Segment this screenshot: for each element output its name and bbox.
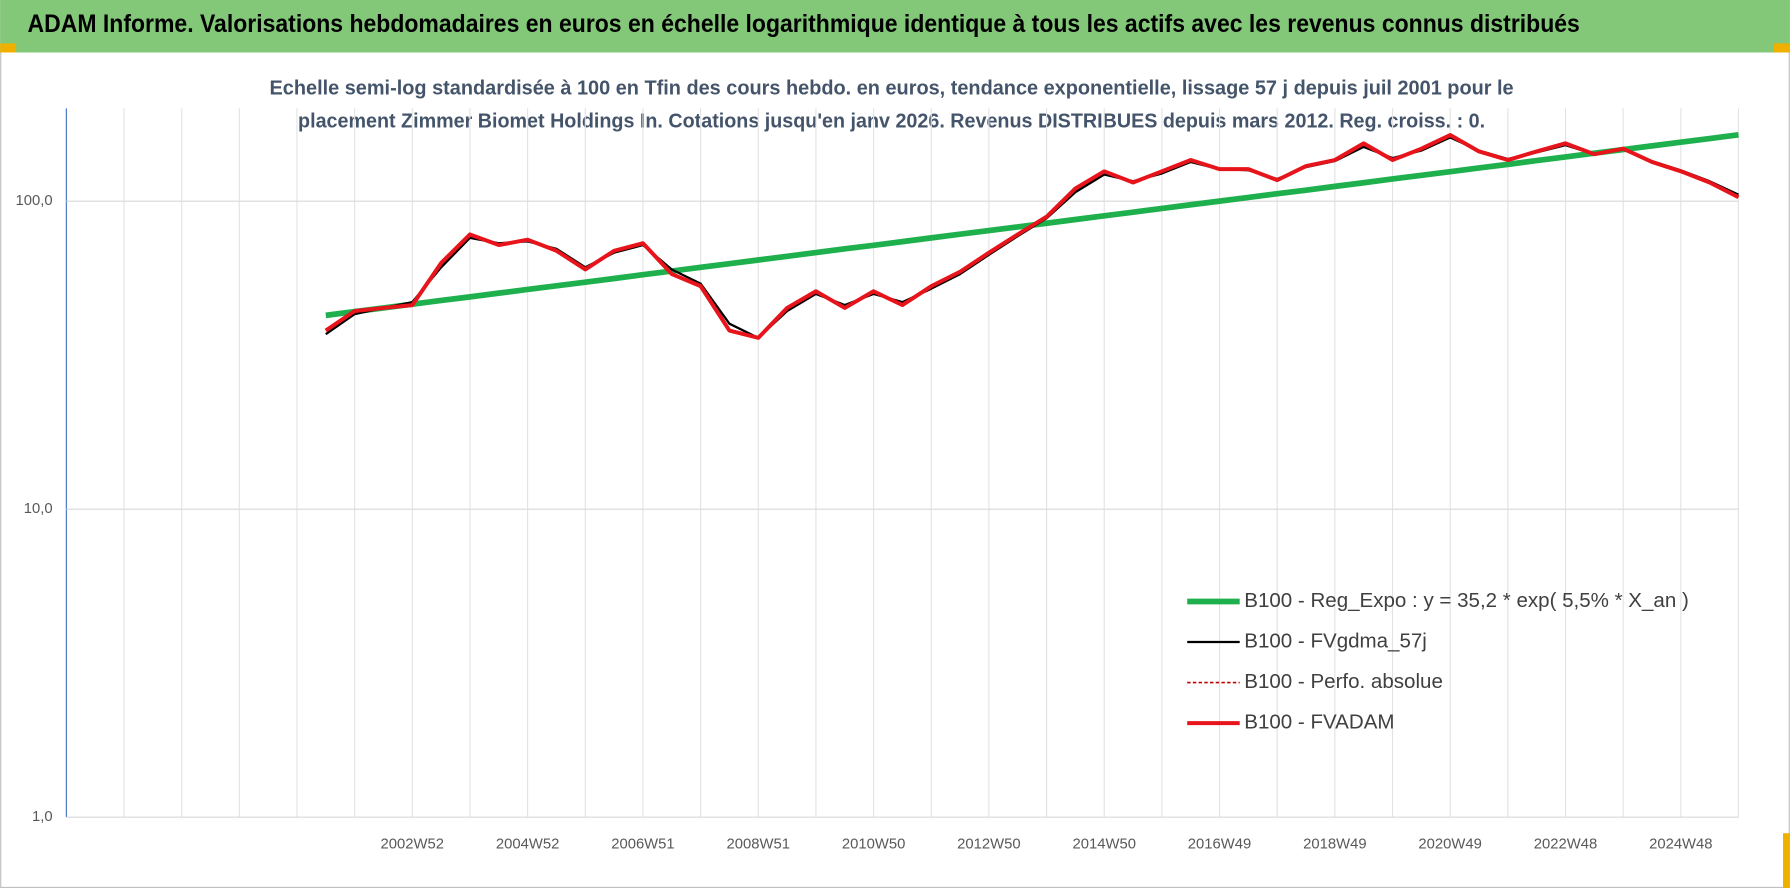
header-bar: [0, 0, 1790, 53]
y-tick-label: 10,0: [24, 501, 53, 517]
x-tick-label: 2006W51: [611, 837, 674, 853]
legend-label: B100 - Perfo. absolue: [1244, 670, 1443, 693]
x-tick-label: 2010W50: [842, 837, 905, 853]
y-tick-label: 100,0: [16, 193, 53, 209]
x-tick-label: 2018W49: [1303, 837, 1366, 853]
x-tick-label: 2004W52: [496, 837, 559, 853]
x-tick-label: 2012W50: [957, 837, 1020, 853]
corner: [1773, 43, 1790, 53]
subtitle: placement Zimmer Biomet Holdings In. Cot…: [298, 110, 1485, 133]
x-tick-label: 2002W52: [381, 837, 444, 853]
x-tick-label: 2020W49: [1418, 837, 1481, 853]
corner: [1783, 833, 1790, 888]
x-tick-label: 2022W48: [1534, 837, 1597, 853]
x-tick-label: 2016W49: [1188, 837, 1251, 853]
x-tick-label: 2008W51: [727, 837, 790, 853]
corner: [0, 43, 17, 53]
legend-label: B100 - FVADAM: [1244, 710, 1394, 733]
x-tick-label: 2024W48: [1649, 837, 1712, 853]
legend-label: B100 - FVgdma_57j: [1244, 629, 1427, 652]
y-tick-label: 1,0: [32, 809, 53, 825]
subtitle: Echelle semi-log standardisée à 100 en T…: [270, 76, 1514, 99]
x-tick-label: 2014W50: [1072, 837, 1135, 853]
legend-label: B100 - Reg_Expo : y = 35,2 * exp( 5,5% *…: [1244, 589, 1689, 612]
series-line: [324, 133, 1740, 340]
header-title: ADAM Informe. Valorisations hebdomadaire…: [28, 10, 1580, 38]
